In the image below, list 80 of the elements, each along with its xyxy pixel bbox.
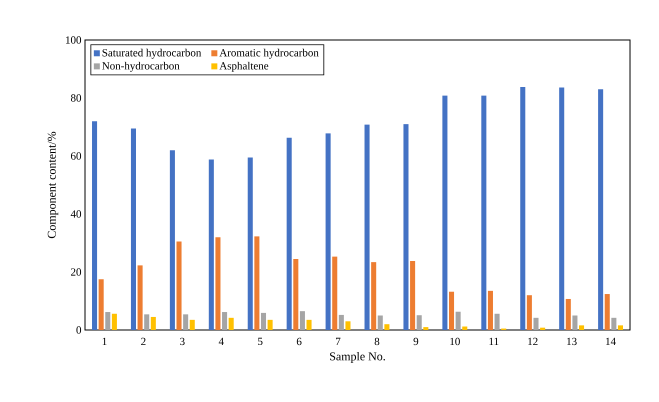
- bar: [215, 237, 220, 330]
- x-tick-label: 6: [296, 338, 302, 346]
- bar: [423, 327, 428, 330]
- bar: [176, 242, 182, 330]
- bar: [526, 295, 532, 330]
- y-axis-title: Component content/%: [48, 132, 58, 238]
- legend-label: Aromatic hydrocarbon: [219, 48, 319, 59]
- bar: [138, 265, 143, 330]
- bar: [92, 121, 98, 330]
- bar: [150, 316, 156, 330]
- bar: [338, 314, 344, 330]
- bar: [559, 88, 564, 330]
- bar: [384, 324, 390, 330]
- bar: [572, 316, 578, 330]
- bar: [566, 298, 571, 330]
- bar: [371, 262, 376, 330]
- x-tick-label: 2: [141, 338, 146, 346]
- bar: [494, 314, 500, 330]
- bar: [286, 138, 292, 330]
- bar: [105, 312, 110, 330]
- bar: [611, 318, 616, 330]
- bar: [604, 294, 610, 330]
- bar: [416, 315, 422, 330]
- x-tick-label: 3: [180, 338, 185, 346]
- y-tick-label: 0: [76, 326, 82, 334]
- bar: [293, 258, 298, 330]
- bar: [448, 292, 454, 330]
- bar: [248, 157, 253, 330]
- bar: [228, 318, 234, 330]
- y-tick-label: 40: [70, 210, 82, 218]
- bar: [345, 321, 350, 330]
- bar: [170, 150, 175, 330]
- x-tick-label: 4: [218, 338, 224, 345]
- bar: [112, 314, 117, 330]
- bar: [306, 320, 312, 330]
- y-tick-label: 80: [70, 94, 82, 102]
- x-tick-label: 10: [450, 338, 460, 346]
- bar: [364, 124, 370, 330]
- bar: [456, 312, 461, 330]
- bar: [130, 128, 136, 330]
- x-tick-label: 14: [606, 338, 616, 346]
- x-tick-label: 5: [258, 338, 262, 346]
- bar: [332, 256, 338, 330]
- bar: [442, 96, 448, 330]
- x-tick-label: 13: [567, 338, 577, 346]
- bar: [579, 325, 584, 330]
- bar: [268, 320, 273, 330]
- y-tick-label: 60: [70, 152, 82, 160]
- legend-label: Asphaltene: [219, 62, 268, 72]
- bar: [520, 86, 526, 330]
- y-tick-label: 20: [71, 268, 82, 276]
- bar: [98, 279, 104, 330]
- x-tick-label: 1: [102, 338, 107, 346]
- bar: [326, 133, 331, 330]
- x-tick-label: 11: [489, 338, 498, 346]
- x-tick-label: 7: [336, 338, 340, 345]
- bar: [222, 312, 228, 330]
- bar: [598, 89, 604, 330]
- bar: [410, 260, 416, 330]
- bar: [618, 325, 624, 330]
- bar: [481, 96, 486, 330]
- bar: [488, 290, 493, 330]
- y-tick-label: 100: [66, 36, 82, 44]
- bar: [144, 314, 150, 330]
- bar: [260, 312, 266, 330]
- bar: [190, 320, 195, 330]
- bar: [208, 159, 214, 330]
- bar: [183, 314, 188, 330]
- x-tick-label: 12: [528, 338, 538, 346]
- legend-label: Saturated hydrocarbon: [102, 48, 202, 59]
- x-tick-label: 8: [374, 338, 380, 346]
- bar: [533, 318, 539, 330]
- x-axis-title: Sample No.: [330, 352, 385, 363]
- x-tick-label: 9: [414, 338, 418, 346]
- bar: [300, 311, 305, 330]
- bar: [378, 316, 383, 330]
- legend-label: Non-hydrocarbon: [102, 62, 180, 72]
- bar: [403, 124, 409, 330]
- bar: [254, 236, 260, 330]
- bar: [462, 326, 468, 330]
